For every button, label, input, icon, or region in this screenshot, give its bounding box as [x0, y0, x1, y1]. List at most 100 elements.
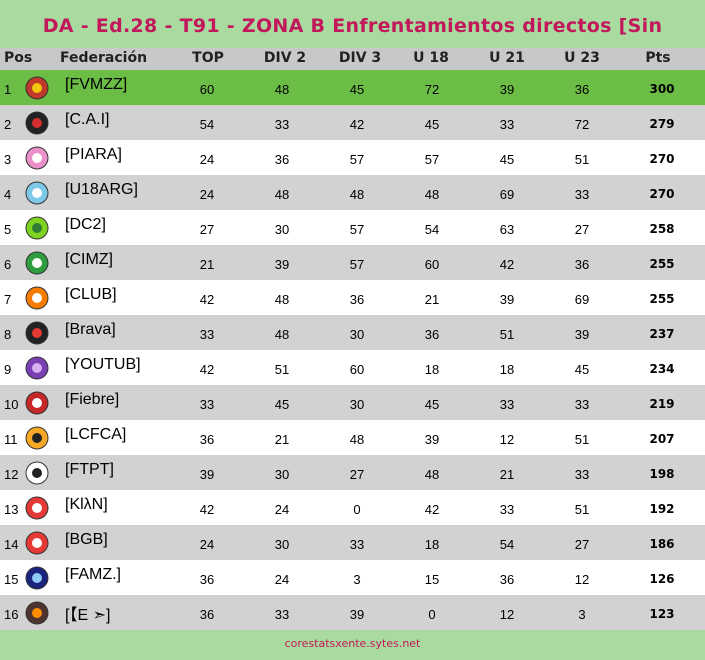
header-pos: Pos	[4, 50, 33, 66]
cell-u21: 39	[499, 82, 515, 97]
table-row: 10 [Fiebre] 33 45 30 45 33 33 219	[0, 385, 705, 420]
cell-div2: 48	[274, 327, 290, 342]
dc2-crest-icon	[24, 215, 50, 241]
cell-div3: 27	[349, 467, 365, 482]
federation-name[interactable]: [U18ARG]	[65, 181, 138, 198]
header-u18: U 18	[413, 50, 449, 66]
federation-name[interactable]: [BGB]	[65, 531, 108, 548]
cell-top: 36	[199, 572, 215, 587]
cell-top: 21	[199, 257, 215, 272]
footer-url[interactable]: corestatsxente.sytes.net	[284, 637, 421, 650]
cell-div2: 36	[274, 152, 290, 167]
cell-u18: 57	[424, 152, 440, 167]
federation-name[interactable]: [PIARA]	[65, 146, 122, 163]
cell-u18: 72	[424, 82, 440, 97]
cell-pts: 255	[649, 292, 675, 306]
e-crest-icon	[24, 600, 50, 626]
cell-div2: 30	[274, 222, 290, 237]
cell-pts: 126	[649, 572, 675, 586]
federation-name[interactable]: [【E ➣]	[65, 607, 111, 624]
cell-u23: 51	[574, 432, 590, 447]
cell-u21: 51	[499, 327, 515, 342]
cell-u23: 33	[574, 467, 590, 482]
bgb-crest-icon	[24, 530, 50, 556]
cell-div3: 30	[349, 397, 365, 412]
federation-name[interactable]: [YOUTUB]	[65, 356, 141, 373]
cell-u23: 27	[574, 537, 590, 552]
cell-div2: 48	[274, 82, 290, 97]
cell-div2: 24	[274, 502, 290, 517]
cell-u23: 12	[574, 572, 590, 587]
row-position: 13	[4, 502, 19, 517]
row-position: 8	[4, 327, 12, 342]
cell-u23: 51	[574, 502, 590, 517]
row-position: 3	[4, 152, 12, 167]
u18arg-crest-icon	[24, 180, 50, 206]
cell-u18: 39	[424, 432, 440, 447]
cell-pts: 270	[649, 152, 675, 166]
cell-u21: 12	[499, 432, 515, 447]
cell-top: 36	[199, 607, 215, 622]
table-row: 2 [C.A.I] 54 33 42 45 33 72 279	[0, 105, 705, 140]
cell-top: 33	[199, 397, 215, 412]
cell-div3: 57	[349, 222, 365, 237]
row-position: 1	[4, 82, 12, 97]
cell-u18: 42	[424, 502, 440, 517]
header-div3: DIV 3	[338, 50, 382, 66]
cell-top: 24	[199, 537, 215, 552]
federation-name[interactable]: [CIMZ]	[65, 251, 113, 268]
cai-crest-icon	[24, 110, 50, 136]
cell-u23: 39	[574, 327, 590, 342]
cell-div2: 24	[274, 572, 290, 587]
cell-pts: 192	[649, 502, 675, 516]
federation-name[interactable]: [KlλN]	[65, 496, 108, 513]
cell-u21: 21	[499, 467, 515, 482]
federation-name[interactable]: [FTPT]	[65, 461, 114, 478]
cell-u21: 36	[499, 572, 515, 587]
cell-div2: 30	[274, 537, 290, 552]
fvmzz-crest-icon	[24, 75, 50, 101]
cell-u21: 54	[499, 537, 515, 552]
federation-name[interactable]: [Fiebre]	[65, 391, 120, 408]
row-position: 16	[4, 607, 19, 622]
cell-u18: 15	[424, 572, 440, 587]
federation-name[interactable]: [CLUB]	[65, 286, 117, 303]
table-row: 15 [FAMZ.] 36 24 3 15 36 12 126	[0, 560, 705, 595]
row-position: 14	[4, 537, 19, 552]
standings-table: 1 [FVMZZ] 60 48 45 72 39 36 300 2 [C.A.I] 54 33 42 45 3…	[0, 70, 705, 630]
federation-name[interactable]: [Brava]	[65, 321, 116, 338]
cell-top: 24	[199, 187, 215, 202]
cell-u21: 18	[499, 362, 515, 377]
famz-crest-icon	[24, 565, 50, 591]
cell-u23: 33	[574, 187, 590, 202]
cell-div2: 30	[274, 467, 290, 482]
cell-div3: 57	[349, 152, 365, 167]
federation-name[interactable]: [LCFCA]	[65, 426, 127, 443]
cell-div2: 33	[274, 117, 290, 132]
cell-div3: 0	[353, 502, 361, 517]
cell-top: 60	[199, 82, 215, 97]
cell-top: 42	[199, 502, 215, 517]
table-row: 13 [KlλN] 42 24 0 42 33 51 192	[0, 490, 705, 525]
table-row: 16 [【E ➣] 36 33 39 0 12 3 123	[0, 595, 705, 630]
cell-top: 27	[199, 222, 215, 237]
cell-u23: 27	[574, 222, 590, 237]
fiebre-crest-icon	[24, 390, 50, 416]
cell-div3: 3	[353, 572, 361, 587]
cell-u18: 45	[424, 397, 440, 412]
row-position: 12	[4, 467, 19, 482]
table-row: 3 [PIARA] 24 36 57 57 45 51 270	[0, 140, 705, 175]
cell-pts: 255	[649, 257, 675, 271]
cell-u21: 33	[499, 117, 515, 132]
federation-name[interactable]: [FVMZZ]	[65, 76, 128, 93]
cell-u23: 72	[574, 117, 590, 132]
header-u21: U 21	[489, 50, 525, 66]
cell-top: 42	[199, 362, 215, 377]
federation-name[interactable]: [FAMZ.]	[65, 566, 121, 583]
cell-u21: 69	[499, 187, 515, 202]
cell-pts: 237	[649, 327, 675, 341]
federation-name[interactable]: [DC2]	[65, 216, 106, 233]
cell-pts: 258	[649, 222, 675, 236]
table-row: 12 [FTPT] 39 30 27 48 21 33 198	[0, 455, 705, 490]
federation-name[interactable]: [C.A.I]	[65, 111, 110, 128]
